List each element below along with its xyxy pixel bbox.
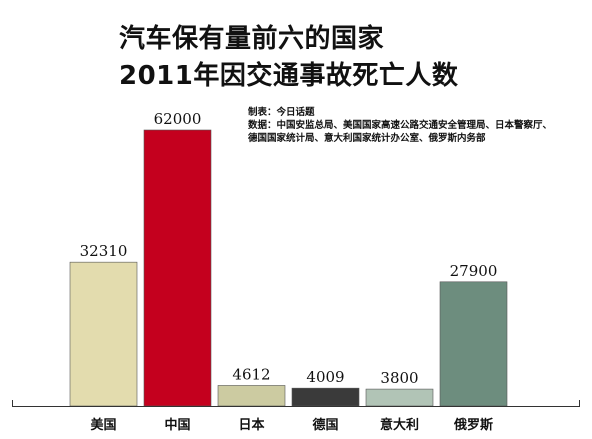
category-label-china: 中国 <box>164 417 190 433</box>
data-label-russia: 27900 <box>450 262 498 280</box>
data-label-japan: 4612 <box>232 365 270 383</box>
category-label-japan: 日本 <box>238 417 264 433</box>
data-label-italy: 3800 <box>380 369 418 387</box>
source-data-line2: 德国国家统计局、意大利国家统计办公室、俄罗斯内务部 <box>248 133 486 144</box>
source-data-line1: 数据：中国安监总局、美国国家高速公路交通安全管理局、日本警察厅、 <box>248 120 553 131</box>
category-label-usa: 美国 <box>90 417 116 433</box>
category-label-italy: 意大利 <box>380 417 419 433</box>
bar-japan <box>217 385 286 407</box>
chart-title-line2: 2011年因交通事故死亡人数 <box>119 61 459 91</box>
bar-italy <box>365 388 434 407</box>
bar-germany <box>291 387 360 407</box>
category-label-russia: 俄罗斯 <box>453 417 493 433</box>
bar-russia <box>439 281 508 407</box>
data-label-usa: 32310 <box>80 242 128 260</box>
category-label-germany: 德国 <box>312 417 338 433</box>
bar-china <box>143 129 212 407</box>
bar-usa <box>69 261 138 407</box>
source-maker: 制表：今日话题 <box>248 107 315 118</box>
data-label-china: 62000 <box>154 110 202 128</box>
data-label-germany: 4009 <box>306 368 344 386</box>
chart-title-line1: 汽车保有量前六的国家 <box>119 24 385 54</box>
